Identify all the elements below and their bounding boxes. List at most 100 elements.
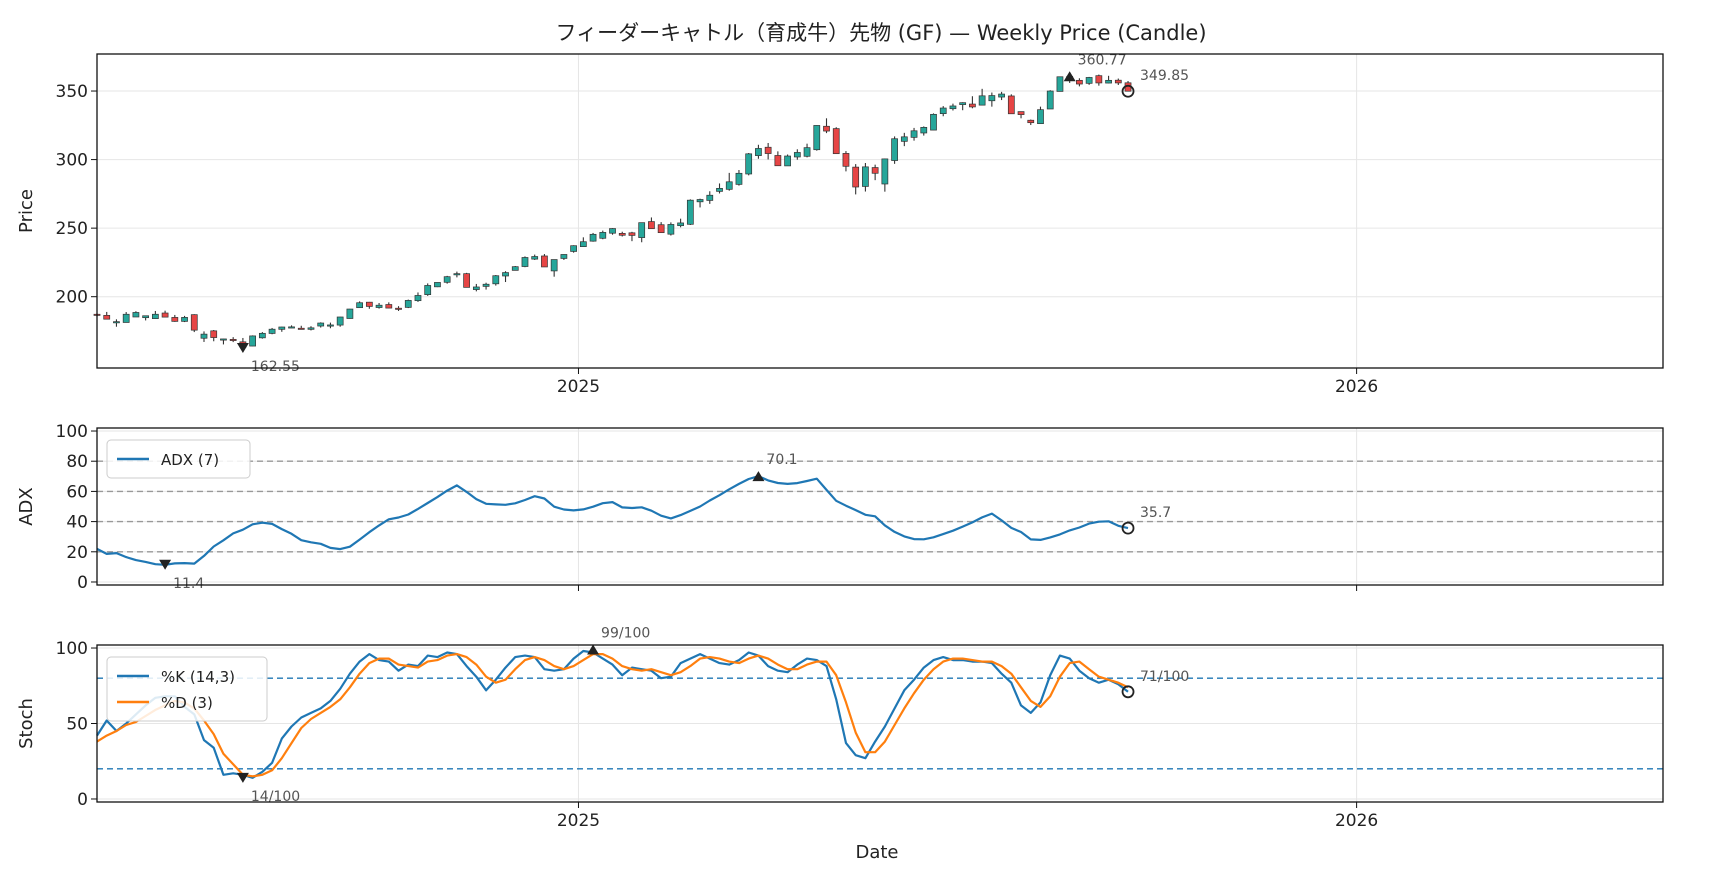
max-marker xyxy=(752,471,765,482)
adx-series xyxy=(96,475,1129,566)
candle-body xyxy=(414,295,422,302)
candle-body xyxy=(404,300,412,308)
max-marker xyxy=(1063,71,1076,82)
legend-box xyxy=(106,656,268,722)
legend-label: ADX (7) xyxy=(161,451,219,469)
annotation-label: 360.77 xyxy=(1078,52,1127,68)
y-tick-label: 0 xyxy=(77,790,88,810)
series-line-0 xyxy=(96,475,1129,566)
candle-body xyxy=(959,102,967,105)
candle-body xyxy=(190,314,198,331)
candle-body xyxy=(424,285,432,295)
candle-body xyxy=(764,146,772,154)
candle-body xyxy=(511,266,519,271)
x-tick-label: 2025 xyxy=(557,377,600,397)
adx-y-ticks: 0 20 40 60 80 100 xyxy=(56,422,97,593)
stoch-x-ticks: 2025 2026 xyxy=(557,802,1378,831)
series-line-0 xyxy=(96,649,1129,779)
candle-body xyxy=(1085,77,1093,84)
x-tick-label: 2026 xyxy=(1335,377,1378,397)
price-panel: 162.55 360.77 349.85 200 250 300 350 2025 2026… xyxy=(16,52,1664,397)
candle-body xyxy=(696,199,704,203)
candle-body xyxy=(618,233,626,236)
candle-body xyxy=(395,307,402,310)
price-candles xyxy=(93,74,1132,349)
candle-body xyxy=(842,153,850,167)
candle-body xyxy=(113,321,120,324)
min-marker xyxy=(236,343,249,354)
price-y-axis-label: Price xyxy=(16,189,37,233)
candle-body xyxy=(832,128,840,155)
candle-body xyxy=(103,314,111,320)
x-tick-label: 2026 xyxy=(1335,811,1378,831)
y-tick-label: 200 xyxy=(56,288,88,308)
candle-body xyxy=(1076,79,1083,85)
candle-body xyxy=(978,95,986,106)
stoch-legend: %K (14,3) %D (3) xyxy=(106,656,268,722)
price-axes-frame xyxy=(96,53,1664,369)
x-axis-label: Date xyxy=(855,842,898,863)
stoch-reference-lines xyxy=(97,677,1663,770)
adx-panel: 11.4 70.1 35.7 0 20 40 60 80 100 ADX ADX (7) xyxy=(16,422,1664,593)
candle-body xyxy=(307,327,315,330)
candle-body xyxy=(443,276,451,283)
last-value-marker xyxy=(1121,84,1135,98)
candle-body xyxy=(910,130,918,138)
candle-body xyxy=(151,313,159,319)
candle-body xyxy=(881,158,889,185)
candle-body xyxy=(1007,95,1015,115)
candle-body xyxy=(949,105,957,110)
legend-label: %D (3) xyxy=(161,694,213,712)
candle-body xyxy=(930,113,937,131)
stoch-y-axis-label: Stoch xyxy=(16,698,37,749)
legend-label: %K (14,3) xyxy=(161,668,235,686)
candle-body xyxy=(589,233,597,242)
candle-body xyxy=(803,147,811,157)
stoch-annotations: 14/100 99/100 71/100 xyxy=(236,626,1189,805)
candle-body xyxy=(482,283,490,287)
candle-body xyxy=(268,328,276,334)
candle-body xyxy=(862,166,869,187)
candle-body xyxy=(346,308,354,319)
candle-body xyxy=(375,304,383,308)
candle-body xyxy=(706,194,714,201)
candle-body xyxy=(171,317,179,322)
candle-body xyxy=(365,301,373,307)
candle-body xyxy=(774,155,782,167)
candle-body xyxy=(181,317,188,322)
candle-body xyxy=(609,228,616,234)
annotation-label: 35.7 xyxy=(1140,505,1171,521)
candle-body xyxy=(1114,79,1122,84)
candle-body xyxy=(900,136,908,142)
candle-body xyxy=(200,333,208,339)
candle-body xyxy=(434,282,441,288)
stoch-series xyxy=(96,649,1129,779)
y-tick-label: 80 xyxy=(66,452,88,472)
candle-body xyxy=(472,286,480,290)
stoch-panel: 14/100 99/100 71/100 0 50 100 2025 2026 Stoch… xyxy=(16,626,1664,831)
candle-body xyxy=(735,172,743,185)
candle-body xyxy=(823,125,830,132)
candle-body xyxy=(550,259,558,272)
y-tick-label: 60 xyxy=(66,482,88,502)
candle-body xyxy=(686,199,694,225)
candle-body xyxy=(288,326,295,329)
candle-body xyxy=(579,241,587,248)
candle-body xyxy=(132,312,140,318)
price-y-ticks: 200 250 300 350 xyxy=(56,82,97,308)
chart-title: フィーダーキャトル（育成牛）先物 (GF) — Weekly Price (Ca… xyxy=(555,21,1206,45)
candle-body xyxy=(560,254,568,259)
adx-axes-frame xyxy=(96,427,1664,586)
last-value-marker xyxy=(1121,521,1135,535)
max-marker xyxy=(587,644,600,655)
stoch-y-ticks: 0 50 100 xyxy=(56,639,97,810)
candle-body xyxy=(998,93,1005,98)
candle-body xyxy=(667,224,675,235)
y-tick-label: 40 xyxy=(66,513,88,533)
series-line-1 xyxy=(96,652,1129,778)
candle-body xyxy=(1027,119,1035,124)
candle-body xyxy=(1037,109,1044,125)
last-value-marker xyxy=(1121,685,1135,699)
x-tick-label: 2025 xyxy=(557,811,600,831)
